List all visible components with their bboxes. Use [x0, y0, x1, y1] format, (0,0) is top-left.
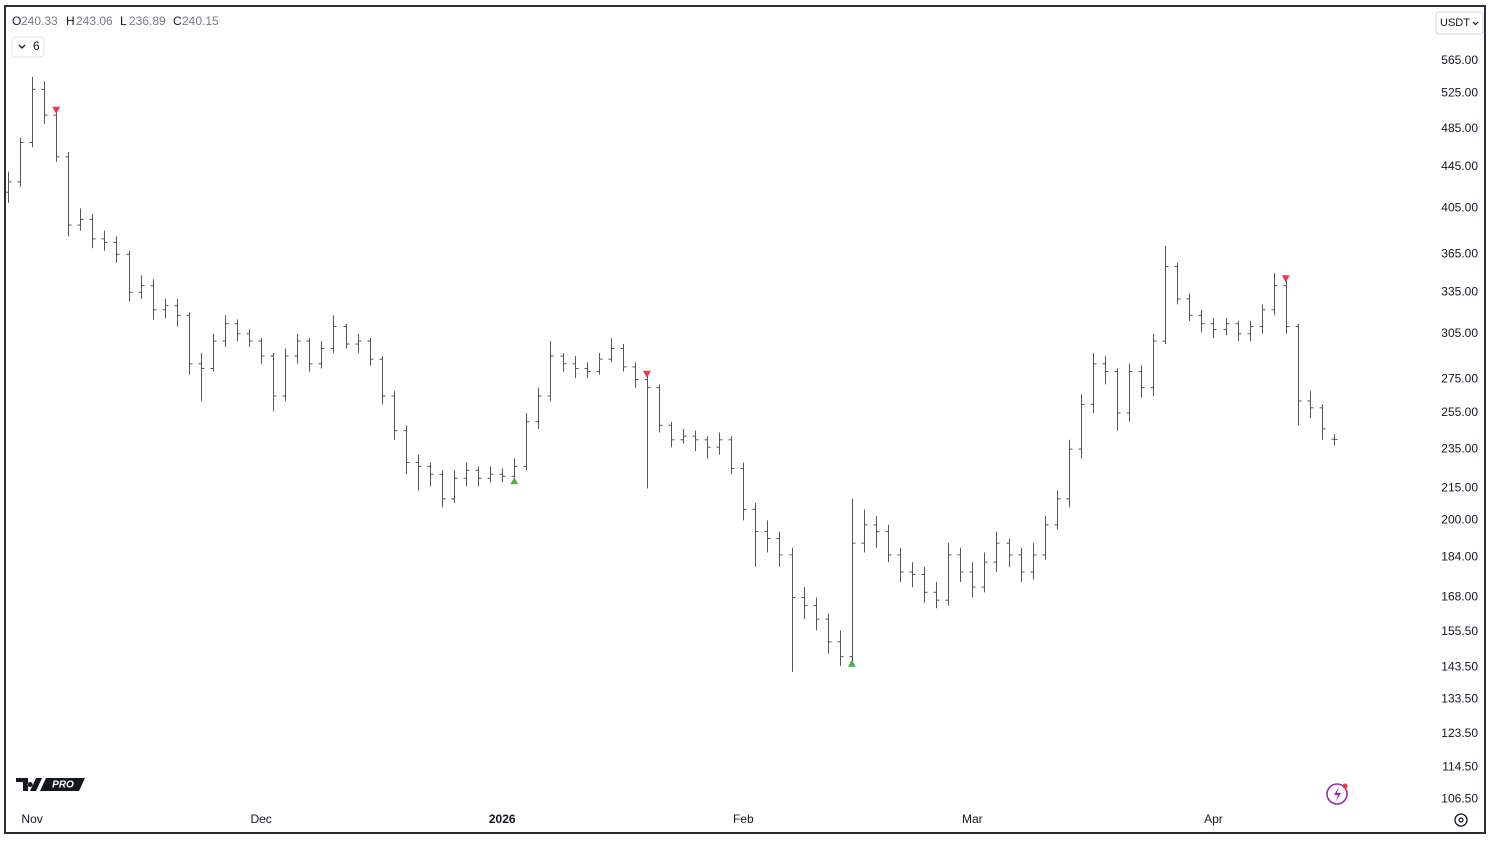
y-tick-label: 106.50	[1441, 791, 1478, 805]
y-tick-label: 200.00	[1441, 513, 1478, 527]
y-tick-label: 305.00	[1441, 326, 1478, 340]
indicator-toggle[interactable]: 6	[11, 36, 45, 58]
buy-signal	[847, 659, 856, 667]
y-tick-label: 123.50	[1441, 726, 1478, 740]
y-tick-label: 235.00	[1441, 441, 1478, 455]
ohlc-value: 236.89	[129, 14, 166, 28]
ohlc-label: L	[120, 14, 127, 28]
sell-signal	[1281, 275, 1290, 283]
y-tick-label: 485.00	[1441, 121, 1478, 135]
currency-label: USDT	[1440, 17, 1470, 29]
x-tick-label: Dec	[250, 812, 271, 826]
currency-box[interactable]	[1435, 11, 1484, 35]
y-tick-label: 275.00	[1441, 372, 1478, 386]
y-tick-label: 215.00	[1441, 481, 1478, 495]
settings-icon[interactable]	[1454, 813, 1468, 827]
x-tick-label: Feb	[733, 812, 754, 826]
x-tick-label: Mar	[962, 812, 983, 826]
y-tick-label: 155.50	[1441, 624, 1478, 638]
y-tick-label: 365.00	[1441, 247, 1478, 261]
y-tick-label: 445.00	[1441, 159, 1478, 173]
ohlc-label: C	[173, 14, 182, 28]
alert-dot	[1342, 783, 1348, 789]
logo-text: PRO	[52, 780, 74, 791]
logo: PRO	[16, 778, 85, 791]
gear-hub	[1458, 817, 1464, 823]
ohlc-header: O 240.33 H 243.06 L 236.89 C 240.15	[12, 14, 219, 28]
y-tick-label: 168.00	[1441, 590, 1478, 604]
currency-button[interactable]: USDT	[1435, 11, 1484, 35]
y-tick-label: 184.00	[1441, 549, 1478, 563]
y-tick-label: 114.50	[1442, 759, 1478, 773]
ohlc-value: 240.33	[21, 14, 58, 28]
y-tick-label: 143.50	[1441, 659, 1478, 673]
sell-signal	[642, 370, 651, 378]
gear[interactable]	[1454, 813, 1468, 827]
frame	[4, 5, 1486, 834]
chevron-icon	[18, 44, 26, 49]
alert-icon[interactable]	[1326, 783, 1348, 805]
logo-badge	[40, 778, 85, 791]
ohlc-value: 240.15	[182, 14, 219, 28]
y-tick-label: 525.00	[1441, 86, 1478, 100]
indicator-toggle-box[interactable]	[11, 36, 45, 58]
x-tick-label: 2026	[489, 812, 516, 826]
ohlc-label: O	[12, 14, 21, 28]
y-tick-label: 335.00	[1441, 284, 1478, 298]
ohlc-value: 243.06	[76, 14, 113, 28]
buy-signal	[510, 477, 519, 485]
y-tick-label: 405.00	[1441, 201, 1478, 215]
indicator-count: 6	[33, 39, 40, 53]
ohlc-label: H	[66, 14, 75, 28]
bolt	[1334, 787, 1341, 801]
logo-mark	[16, 778, 42, 791]
alert-circle[interactable]	[1326, 783, 1348, 805]
y-tick-label: 255.00	[1441, 405, 1478, 419]
x-tick-label: Nov	[21, 812, 42, 826]
x-tick-label: Apr	[1204, 812, 1223, 826]
sell-signal	[52, 106, 61, 114]
y-tick-label: 133.50	[1441, 691, 1478, 705]
y-tick-label: 565.00	[1441, 53, 1478, 67]
chevron-icon	[1472, 21, 1479, 26]
